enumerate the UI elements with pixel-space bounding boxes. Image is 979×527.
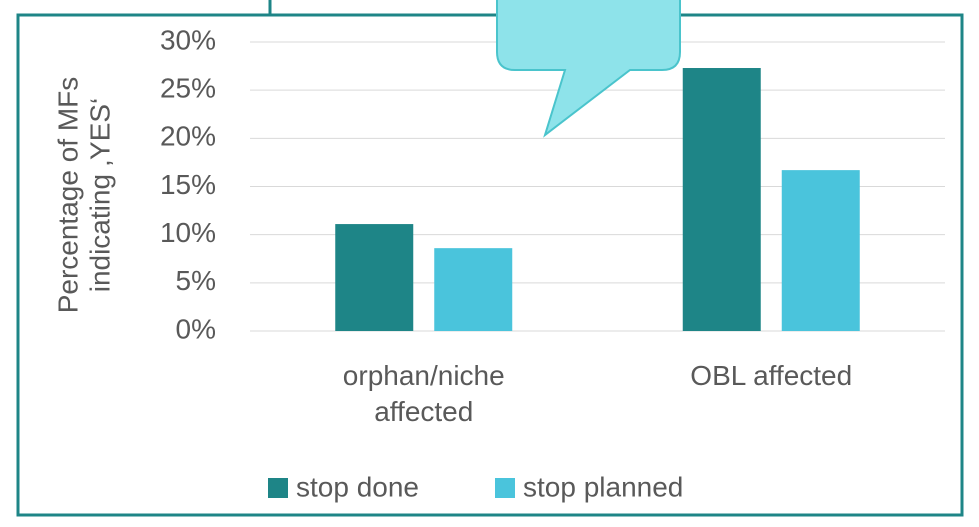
y-tick-label: 20%	[160, 121, 216, 152]
bar	[434, 248, 513, 331]
legend-swatch	[268, 478, 288, 498]
legend-swatch	[495, 478, 515, 498]
legend-label: stop planned	[523, 471, 683, 502]
callout	[496, 0, 681, 138]
y-axis-label: Percentage of MFs	[52, 77, 83, 314]
y-axis-label: indicating ‚YES‘	[84, 98, 115, 293]
y-tick-label: 25%	[160, 73, 216, 104]
bar	[781, 170, 860, 331]
y-tick-label: 30%	[160, 24, 216, 55]
bar	[682, 68, 761, 331]
bar	[335, 224, 414, 331]
y-tick-label: 15%	[160, 169, 216, 200]
legend-label: stop done	[296, 471, 419, 502]
x-tick-label: OBL affected	[690, 360, 853, 391]
y-tick-label: 5%	[176, 265, 216, 296]
y-tick-label: 10%	[160, 217, 216, 248]
y-tick-label: 0%	[176, 313, 216, 344]
frame	[16, 13, 964, 517]
x-tick-label: orphan/niche affected	[342, 360, 505, 427]
